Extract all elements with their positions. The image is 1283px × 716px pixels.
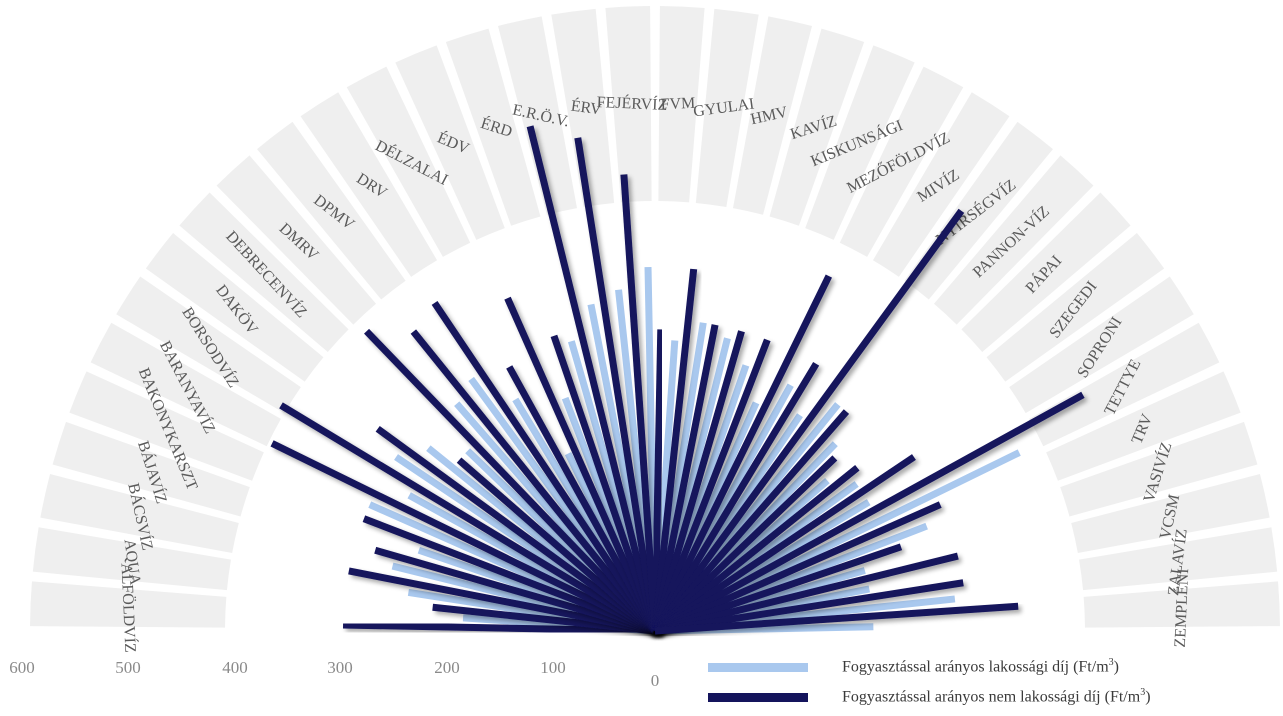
segment-delzalai bbox=[346, 66, 471, 257]
legend: Fogyasztással arányos lakossági díj (Ft/… bbox=[708, 652, 1278, 712]
bar-nem-lakossagi-mezofoldviz bbox=[651, 274, 833, 633]
segment-bakonykarszt bbox=[69, 371, 264, 481]
segment-bajaviz bbox=[52, 421, 250, 517]
segment-e-r-o-v bbox=[497, 16, 578, 215]
segment-bacsviz bbox=[40, 473, 239, 554]
bar-nem-lakossagi-dmrv bbox=[364, 328, 658, 634]
axis-tick-labels: 600 500 400 300 200 100 0 bbox=[9, 658, 659, 690]
segment-gyulai bbox=[695, 8, 759, 207]
bar-nem-lakossagi-nyirsegviz bbox=[652, 208, 965, 634]
segment-szegedi bbox=[986, 233, 1165, 382]
category-label-fejerviz: FEJÉRVÍZ bbox=[596, 92, 667, 114]
segment-dakov bbox=[145, 233, 324, 382]
segment-papai bbox=[961, 192, 1131, 353]
bar-nem-lakossagi-dpmv bbox=[410, 329, 658, 634]
segment-baranyaviz bbox=[90, 322, 281, 447]
segment-miviz bbox=[872, 92, 1010, 277]
segment-mezofoldviz bbox=[839, 66, 964, 257]
segment-vcsm bbox=[1071, 473, 1270, 554]
segment-debrecenviz bbox=[179, 192, 349, 353]
category-label-alfoldviz: ALFÖLDVÍZ bbox=[118, 563, 141, 654]
segment-edv bbox=[395, 45, 505, 240]
bar-nem-lakossagi-drv bbox=[431, 301, 658, 633]
category-label-erv: ÉRV bbox=[570, 96, 603, 119]
bar-nem-lakossagi-kaviz bbox=[651, 330, 745, 632]
bar-nem-lakossagi-dakov bbox=[375, 425, 658, 634]
bar-nem-lakossagi-vasiviz bbox=[653, 543, 903, 635]
tick-label-300: 300 bbox=[327, 658, 353, 677]
bar-nem-lakossagi-papai bbox=[652, 455, 838, 634]
category-label-aqua: AQUA bbox=[121, 538, 144, 586]
bar-nem-lakossagi-edv bbox=[504, 296, 659, 633]
bar-nem-lakossagi-szegedi bbox=[652, 465, 860, 634]
legend-item-nem-lakossagi: Fogyasztással arányos nem lakossági díj … bbox=[708, 682, 1278, 712]
bar-nem-lakossagi-debrecenviz bbox=[456, 457, 658, 634]
segment-nyirsegviz bbox=[904, 121, 1053, 300]
legend-label-nem-lakossagi: Fogyasztással arányos nem lakossági díj … bbox=[842, 687, 1151, 706]
bar-nem-lakossagi-borsodviz bbox=[279, 402, 657, 634]
tick-label-200: 200 bbox=[434, 658, 460, 677]
bar-nem-lakossagi-e-r-o-v bbox=[526, 125, 659, 632]
bar-nem-lakossagi-kiskunsagi bbox=[651, 338, 771, 633]
category-label-zempleni: ZEMPLÉNI bbox=[1170, 568, 1192, 648]
legend-swatch-light bbox=[708, 662, 808, 672]
category-label-fvm: FVM bbox=[660, 95, 695, 113]
bar-nem-lakossagi-delzalai bbox=[506, 365, 659, 633]
bar-nem-lakossagi-gyulai bbox=[651, 268, 698, 632]
tick-label-0: 0 bbox=[651, 671, 660, 690]
segment-dmrv bbox=[216, 155, 377, 325]
bar-nem-lakossagi-tettye bbox=[653, 391, 1085, 635]
bar-nem-lakossagi-trv bbox=[653, 501, 942, 635]
bar-nem-lakossagi-erd bbox=[550, 334, 659, 633]
segment-kaviz bbox=[769, 28, 865, 226]
segment-alfoldviz bbox=[30, 581, 227, 628]
series-nem-lakossagi-bars bbox=[270, 125, 1085, 635]
segment-borsodviz bbox=[116, 276, 301, 414]
legend-swatch-dark bbox=[708, 692, 808, 702]
category-segments bbox=[30, 6, 1280, 628]
segment-fvm bbox=[658, 6, 705, 203]
bar-nem-lakossagi-bajaviz bbox=[374, 546, 656, 635]
tick-label-500: 500 bbox=[115, 658, 141, 677]
segment-hmv bbox=[732, 16, 813, 215]
segment-drv bbox=[300, 92, 438, 277]
bar-nem-lakossagi-hmv bbox=[651, 324, 719, 632]
bar-nem-lakossagi-fejerviz bbox=[620, 174, 659, 632]
bar-nem-lakossagi-soproni bbox=[653, 454, 916, 634]
legend-label-lakossagi: Fogyasztással arányos lakossági díj (Ft/… bbox=[842, 657, 1119, 676]
segment-fejerviz bbox=[605, 6, 652, 203]
bar-nem-lakossagi-baranyaviz bbox=[270, 440, 657, 635]
segment-kiskunsagi bbox=[805, 45, 915, 240]
bar-nem-lakossagi-pannon-viz bbox=[652, 409, 850, 634]
bar-nem-lakossagi-zempleni bbox=[654, 602, 1019, 635]
segment-soproni bbox=[1009, 276, 1194, 414]
tick-label-100: 100 bbox=[540, 658, 566, 677]
tick-label-600: 600 bbox=[9, 658, 35, 677]
segment-trv bbox=[1046, 371, 1241, 481]
bar-nem-lakossagi-fvm bbox=[651, 329, 665, 632]
tick-label-400: 400 bbox=[222, 658, 248, 677]
segment-erv bbox=[551, 8, 615, 207]
bar-nem-lakossagi-erv bbox=[574, 137, 659, 632]
segment-zalaviz bbox=[1079, 527, 1278, 591]
segment-vasiviz bbox=[1060, 421, 1258, 517]
bar-nem-lakossagi-bacsviz bbox=[348, 567, 656, 635]
segment-tettye bbox=[1029, 322, 1220, 447]
bar-nem-lakossagi-zalaviz bbox=[654, 579, 964, 635]
segment-zempleni bbox=[1083, 581, 1280, 628]
legend-item-lakossagi: Fogyasztással arányos lakossági díj (Ft/… bbox=[708, 652, 1278, 682]
segment-aqua bbox=[32, 527, 231, 591]
bar-nem-lakossagi-alfoldviz bbox=[342, 621, 656, 635]
bar-nem-lakossagi-bakonykarszt bbox=[362, 515, 657, 635]
bar-nem-lakossagi-miviz bbox=[652, 362, 820, 633]
segment-pannon-viz bbox=[933, 155, 1094, 325]
segment-dpmv bbox=[257, 121, 406, 300]
segment-erd bbox=[445, 28, 541, 226]
bar-nem-lakossagi-vcsm bbox=[654, 552, 959, 635]
